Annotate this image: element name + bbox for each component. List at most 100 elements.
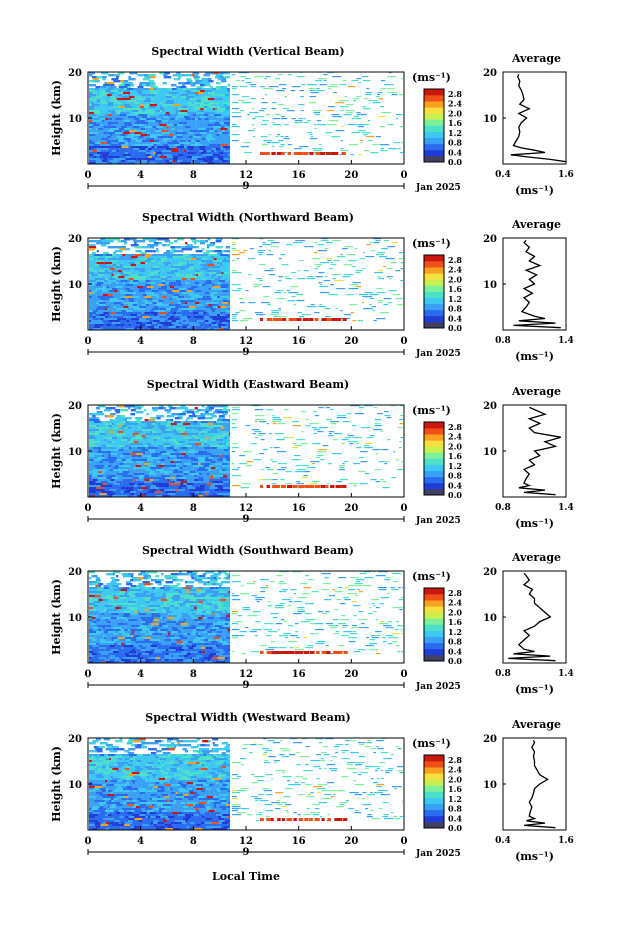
heatmap-cell bbox=[190, 469, 197, 472]
heatmap-cell bbox=[156, 296, 159, 299]
heatmap-cell bbox=[271, 310, 281, 312]
heatmap-cell bbox=[206, 246, 210, 249]
heatmap-cell bbox=[155, 158, 163, 161]
heatmap-cell bbox=[151, 485, 157, 488]
heatmap-cell bbox=[205, 485, 209, 488]
heatmap-cell bbox=[358, 471, 366, 473]
heatmap-cell bbox=[303, 152, 309, 155]
heatmap-cell bbox=[335, 102, 345, 104]
heatmap-cell bbox=[91, 575, 98, 578]
heatmap-cell bbox=[138, 136, 144, 139]
heatmap-cell bbox=[199, 423, 208, 426]
heatmap-cell bbox=[103, 322, 107, 325]
heatmap-cell bbox=[172, 160, 176, 163]
heatmap-cell bbox=[151, 597, 159, 600]
heatmap-cell bbox=[211, 601, 215, 604]
heatmap-cell bbox=[110, 599, 114, 602]
heatmap-cell bbox=[177, 134, 182, 137]
heatmap-cell bbox=[218, 467, 224, 470]
heatmap-cell bbox=[99, 493, 107, 496]
heatmap-cell bbox=[240, 86, 248, 88]
heatmap-cell bbox=[124, 417, 132, 420]
heatmap-cell bbox=[110, 144, 118, 147]
heatmap-cell bbox=[92, 469, 99, 472]
heatmap-cell bbox=[89, 469, 93, 472]
heatmap-cell bbox=[183, 112, 187, 115]
heatmap-cell bbox=[106, 322, 113, 325]
heatmap-cell bbox=[105, 471, 111, 474]
heatmap-cell bbox=[192, 156, 198, 159]
heatmap-cell bbox=[392, 294, 400, 296]
heatmap-cell bbox=[153, 429, 161, 432]
heatmap-cell bbox=[94, 455, 102, 458]
heatmap-cell bbox=[203, 467, 206, 470]
heatmap-cell bbox=[175, 601, 184, 604]
heatmap-cell bbox=[211, 310, 216, 313]
heatmap-cell bbox=[157, 238, 166, 241]
heatmap-cell bbox=[219, 471, 225, 474]
heatmap-cell bbox=[143, 437, 148, 440]
colorbar-tick-label: 0.8 bbox=[448, 138, 462, 148]
heatmap-cell bbox=[194, 78, 200, 81]
heatmap-cell bbox=[89, 112, 94, 115]
heatmap-cell bbox=[212, 459, 218, 462]
heatmap-cell bbox=[115, 417, 119, 420]
heatmap-cell bbox=[216, 258, 224, 261]
heatmap-cell bbox=[319, 144, 322, 146]
heatmap-cell bbox=[165, 254, 173, 257]
heatmap-cell bbox=[89, 272, 95, 275]
heatmap-cell bbox=[182, 493, 190, 496]
heatmap-cell bbox=[223, 459, 227, 462]
colorbar-swatch bbox=[424, 464, 444, 471]
heatmap-cell bbox=[145, 118, 152, 121]
heatmap-cell bbox=[362, 106, 366, 108]
heatmap-cell bbox=[118, 597, 120, 600]
heatmap-cell bbox=[99, 154, 102, 157]
heatmap-cell bbox=[170, 495, 174, 498]
heatmap-cell bbox=[199, 146, 206, 149]
heatmap-cell bbox=[105, 423, 112, 426]
heatmap-cell bbox=[116, 593, 125, 596]
heatmap-cell bbox=[172, 483, 181, 486]
heatmap-cell bbox=[119, 272, 124, 275]
heatmap-cell bbox=[145, 304, 150, 307]
heatmap-cell bbox=[145, 324, 151, 327]
heatmap-cell bbox=[169, 292, 174, 295]
heatmap-cell bbox=[223, 577, 226, 580]
heatmap-cell bbox=[151, 94, 156, 97]
heatmap-cell bbox=[200, 132, 206, 135]
heatmap-cell bbox=[151, 102, 154, 105]
x-tick-label: 8 bbox=[190, 170, 197, 181]
heatmap-cell bbox=[174, 286, 182, 289]
heatmap-cell bbox=[191, 254, 198, 257]
heatmap-cell bbox=[95, 288, 102, 291]
heatmap-cell bbox=[219, 154, 224, 157]
heatmap-cell bbox=[171, 84, 177, 87]
heatmap-cell bbox=[220, 427, 225, 430]
heatmap-cell bbox=[167, 142, 173, 145]
heatmap-cell bbox=[142, 146, 148, 149]
heatmap-cell bbox=[156, 144, 164, 147]
heatmap-cell bbox=[176, 423, 181, 426]
heatmap-cell bbox=[148, 74, 156, 77]
heatmap-cell bbox=[202, 577, 208, 580]
heatmap-cell bbox=[357, 320, 360, 322]
heatmap-cell bbox=[123, 304, 128, 307]
heatmap-cell bbox=[121, 90, 124, 93]
heatmap-cell bbox=[148, 465, 156, 468]
heatmap-cell bbox=[269, 268, 274, 270]
heatmap-cell bbox=[137, 421, 142, 424]
heatmap-cell bbox=[245, 465, 253, 467]
heatmap-cell bbox=[117, 158, 126, 161]
heatmap-cell bbox=[133, 72, 138, 75]
heatmap-cell bbox=[379, 312, 389, 314]
heatmap-cell bbox=[89, 144, 94, 147]
heatmap-cell bbox=[210, 433, 215, 436]
heatmap-cell bbox=[140, 94, 147, 97]
heatmap-cell bbox=[173, 158, 178, 161]
heatmap-cell bbox=[216, 583, 219, 586]
heatmap-cell bbox=[97, 130, 101, 133]
heatmap-cell bbox=[108, 288, 112, 291]
heatmap-cell bbox=[382, 487, 390, 489]
heatmap-cell bbox=[400, 268, 403, 270]
